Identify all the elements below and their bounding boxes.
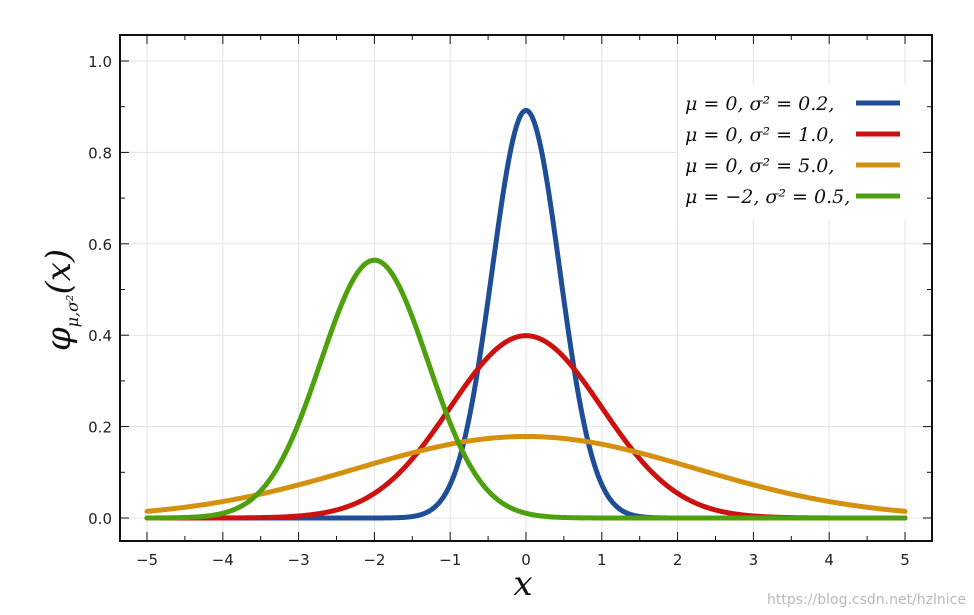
x-axis-title: x bbox=[513, 564, 532, 604]
x-tick-label: 4 bbox=[824, 551, 834, 569]
y-tick-label: 0.8 bbox=[88, 144, 112, 162]
y-axis-title: φμ,σ²(x) bbox=[39, 249, 82, 351]
legend-label: μ = 0, σ² = 5.0, bbox=[685, 155, 834, 177]
svg-text:φμ,σ²(x): φμ,σ²(x) bbox=[39, 249, 82, 351]
axis-ticks: −5 −4 −3 −2 −1 0 1 2 3 4 5 0.0 0.2 0.4 0.6 0.8 1.0 bbox=[88, 35, 932, 569]
x-tick-label: 5 bbox=[900, 551, 910, 569]
x-tick-label: −3 bbox=[288, 551, 310, 569]
x-tick-label: 2 bbox=[673, 551, 683, 569]
y-tick-label: 0.2 bbox=[88, 419, 112, 437]
legend-label: μ = 0, σ² = 0.2, bbox=[685, 93, 834, 115]
x-tick-label: 0 bbox=[521, 551, 531, 569]
series-lines bbox=[144, 107, 908, 521]
legend: μ = 0, σ² = 0.2, μ = 0, σ² = 1.0, μ = 0, σ… bbox=[678, 84, 920, 220]
x-tick-label: 1 bbox=[597, 551, 607, 569]
y-tick-label: 0.0 bbox=[88, 510, 112, 528]
x-tick-label: −1 bbox=[439, 551, 461, 569]
x-tick-label: 3 bbox=[749, 551, 759, 569]
x-tick-label: −2 bbox=[363, 551, 385, 569]
x-tick-label: −4 bbox=[212, 551, 234, 569]
x-tick-label: −5 bbox=[136, 551, 158, 569]
series-line bbox=[144, 257, 908, 521]
y-tick-label: 0.4 bbox=[88, 327, 112, 345]
watermark-text: https://blog.csdn.net/hzlnice bbox=[767, 592, 966, 608]
y-tick-label: 0.6 bbox=[88, 236, 112, 254]
series-line bbox=[144, 433, 908, 514]
y-tick-label: 1.0 bbox=[88, 53, 112, 71]
legend-label: μ = 0, σ² = 1.0, bbox=[685, 124, 834, 146]
legend-label: μ = −2, σ² = 0.5, bbox=[685, 186, 850, 208]
